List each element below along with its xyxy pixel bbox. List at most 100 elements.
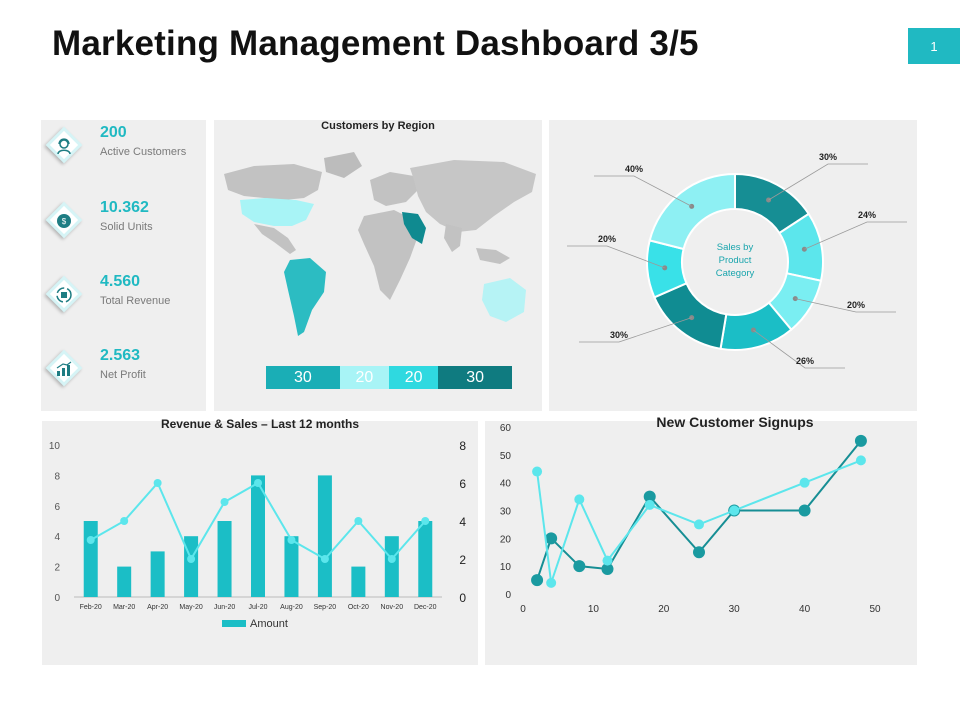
slice-leader-line — [567, 245, 665, 269]
sales-point — [86, 536, 95, 544]
x-tick-label: Oct-20 — [348, 604, 369, 611]
x-tick-label: Nov-20 — [381, 604, 404, 611]
sales-point — [287, 536, 296, 544]
donut-center-label: Category — [716, 268, 755, 279]
region-segment: 20 — [339, 366, 389, 389]
revenue-bar — [284, 536, 299, 597]
region-segment: 30 — [266, 366, 340, 389]
y-tick-label: 60 — [500, 423, 512, 434]
signups-line-chart: 0 10 20 30 40 50 60 0 10 20 30 40 50 — [500, 423, 881, 615]
x-tick-label: 40 — [799, 604, 811, 615]
region-mexico — [254, 224, 296, 254]
donut-slice — [648, 172, 736, 251]
signup-point — [644, 499, 655, 510]
kpi-value: 2.563 — [100, 347, 141, 364]
revenue-bar — [317, 475, 332, 597]
x-tick-label: 10 — [588, 604, 600, 615]
sales-point — [320, 555, 329, 563]
signup-point — [798, 504, 811, 517]
kpi-label: Total Revenue — [100, 295, 171, 307]
region-europe — [370, 172, 418, 206]
slice-leader-line — [579, 317, 692, 343]
y-tick-label: 20 — [500, 534, 512, 545]
sales-point — [220, 498, 229, 506]
region-south-america — [284, 258, 326, 336]
revenue-bar — [418, 521, 433, 597]
y-tick-label: 0 — [54, 593, 60, 604]
signup-point — [546, 577, 557, 588]
slice-label: 20% — [598, 234, 616, 244]
signup-point — [574, 494, 585, 505]
x-tick-label: Sep-20 — [314, 604, 337, 611]
page-title: Marketing Management Dashboard 3/5 — [52, 24, 699, 63]
world-map — [224, 152, 536, 336]
region-share-bar: 30 20 20 30 — [266, 366, 512, 389]
legend-swatch — [222, 620, 246, 627]
revenue-bar — [217, 521, 232, 597]
map-title: Customers by Region — [321, 120, 435, 132]
x-tick-label: Aug-20 — [280, 604, 303, 611]
y2-tick-label: 0 — [459, 591, 466, 605]
x-tick-label: 0 — [520, 604, 526, 615]
donut-chart: 30% 24% 20% 26% 30% 20% 40% Sales by Product Cate… — [567, 152, 907, 369]
region-southeast-asia — [476, 248, 510, 264]
y-tick-label: 10 — [49, 441, 61, 452]
slice-leader-dot — [689, 203, 695, 209]
signups-panel: New Customer Signups 0 10 20 30 40 50 60 0 10 20 3… — [485, 414, 917, 665]
slice-label: 26% — [796, 356, 814, 366]
signup-series-line — [536, 440, 862, 581]
kpi-value: 4.560 — [100, 273, 141, 290]
kpi-net-profit: 2.563 Net Profit — [41, 347, 206, 407]
region-segment: 20 — [389, 366, 439, 389]
x-tick-label: 20 — [658, 604, 670, 615]
y-tick-label: 8 — [54, 471, 60, 482]
signup-point — [799, 477, 810, 488]
x-tick-label: Jul-20 — [248, 604, 267, 611]
slice-label: 40% — [625, 164, 643, 174]
slice-leader-line — [795, 298, 896, 313]
slice-label: 30% — [610, 330, 628, 340]
map-panel: Customers by Region 30 20 20 30 — [214, 120, 542, 411]
donut-panel: 30% 24% 20% 26% 30% 20% 40% Sales by Product Cate… — [549, 120, 917, 411]
region-australia — [482, 278, 526, 322]
legend-label: Amount — [250, 618, 288, 630]
sales-point — [421, 517, 430, 525]
revenue-bar — [83, 521, 98, 597]
slice-leader-line — [753, 329, 845, 369]
kpi-solid-units: $ 10.362 Solid Units — [41, 199, 206, 259]
signup-point — [532, 466, 543, 477]
region-asia — [410, 160, 536, 232]
kpi-active-customers: 200 Active Customers — [41, 124, 206, 184]
region-india — [444, 224, 462, 252]
sales-point — [387, 555, 396, 563]
sales-point — [153, 479, 162, 487]
slice-label: 24% — [858, 210, 876, 220]
sales-point — [187, 555, 196, 563]
slice-leader-line — [768, 163, 868, 201]
kpi-label: Solid Units — [100, 221, 153, 233]
region-canada — [224, 164, 322, 200]
x-tick-label: Dec-20 — [414, 604, 437, 611]
signup-point — [545, 532, 558, 545]
slice-leader-line — [594, 175, 692, 207]
y-tick-label: 40 — [500, 479, 512, 490]
revenue-chart-title: Revenue & Sales – Last 12 months — [160, 417, 360, 431]
region-africa — [358, 210, 418, 300]
signups-chart-title: New Customer Signups — [656, 414, 814, 430]
coin-glyph: $ — [57, 214, 71, 228]
signup-point — [643, 490, 656, 503]
customer-service-glyph — [57, 138, 71, 155]
revenue-bar — [150, 551, 165, 597]
slice-label: 20% — [847, 300, 865, 310]
x-tick-label: May-20 — [179, 604, 202, 611]
revenue-bar — [184, 536, 199, 597]
revenue-bar — [384, 536, 399, 597]
svg-text:$: $ — [62, 217, 67, 226]
y2-tick-label: 2 — [459, 553, 466, 567]
revenue-combo-chart: 0 2 4 6 8 10 0 2 4 6 8 Feb-20 Mar-20 Apr-20 May-20 Jun-… — [49, 439, 466, 630]
y-tick-label: 50 — [500, 451, 512, 462]
kpi-total-revenue: 4.560 Total Revenue — [41, 273, 206, 333]
signup-point — [854, 434, 867, 447]
x-tick-label: Mar-20 — [113, 604, 135, 611]
sales-point — [354, 517, 363, 525]
